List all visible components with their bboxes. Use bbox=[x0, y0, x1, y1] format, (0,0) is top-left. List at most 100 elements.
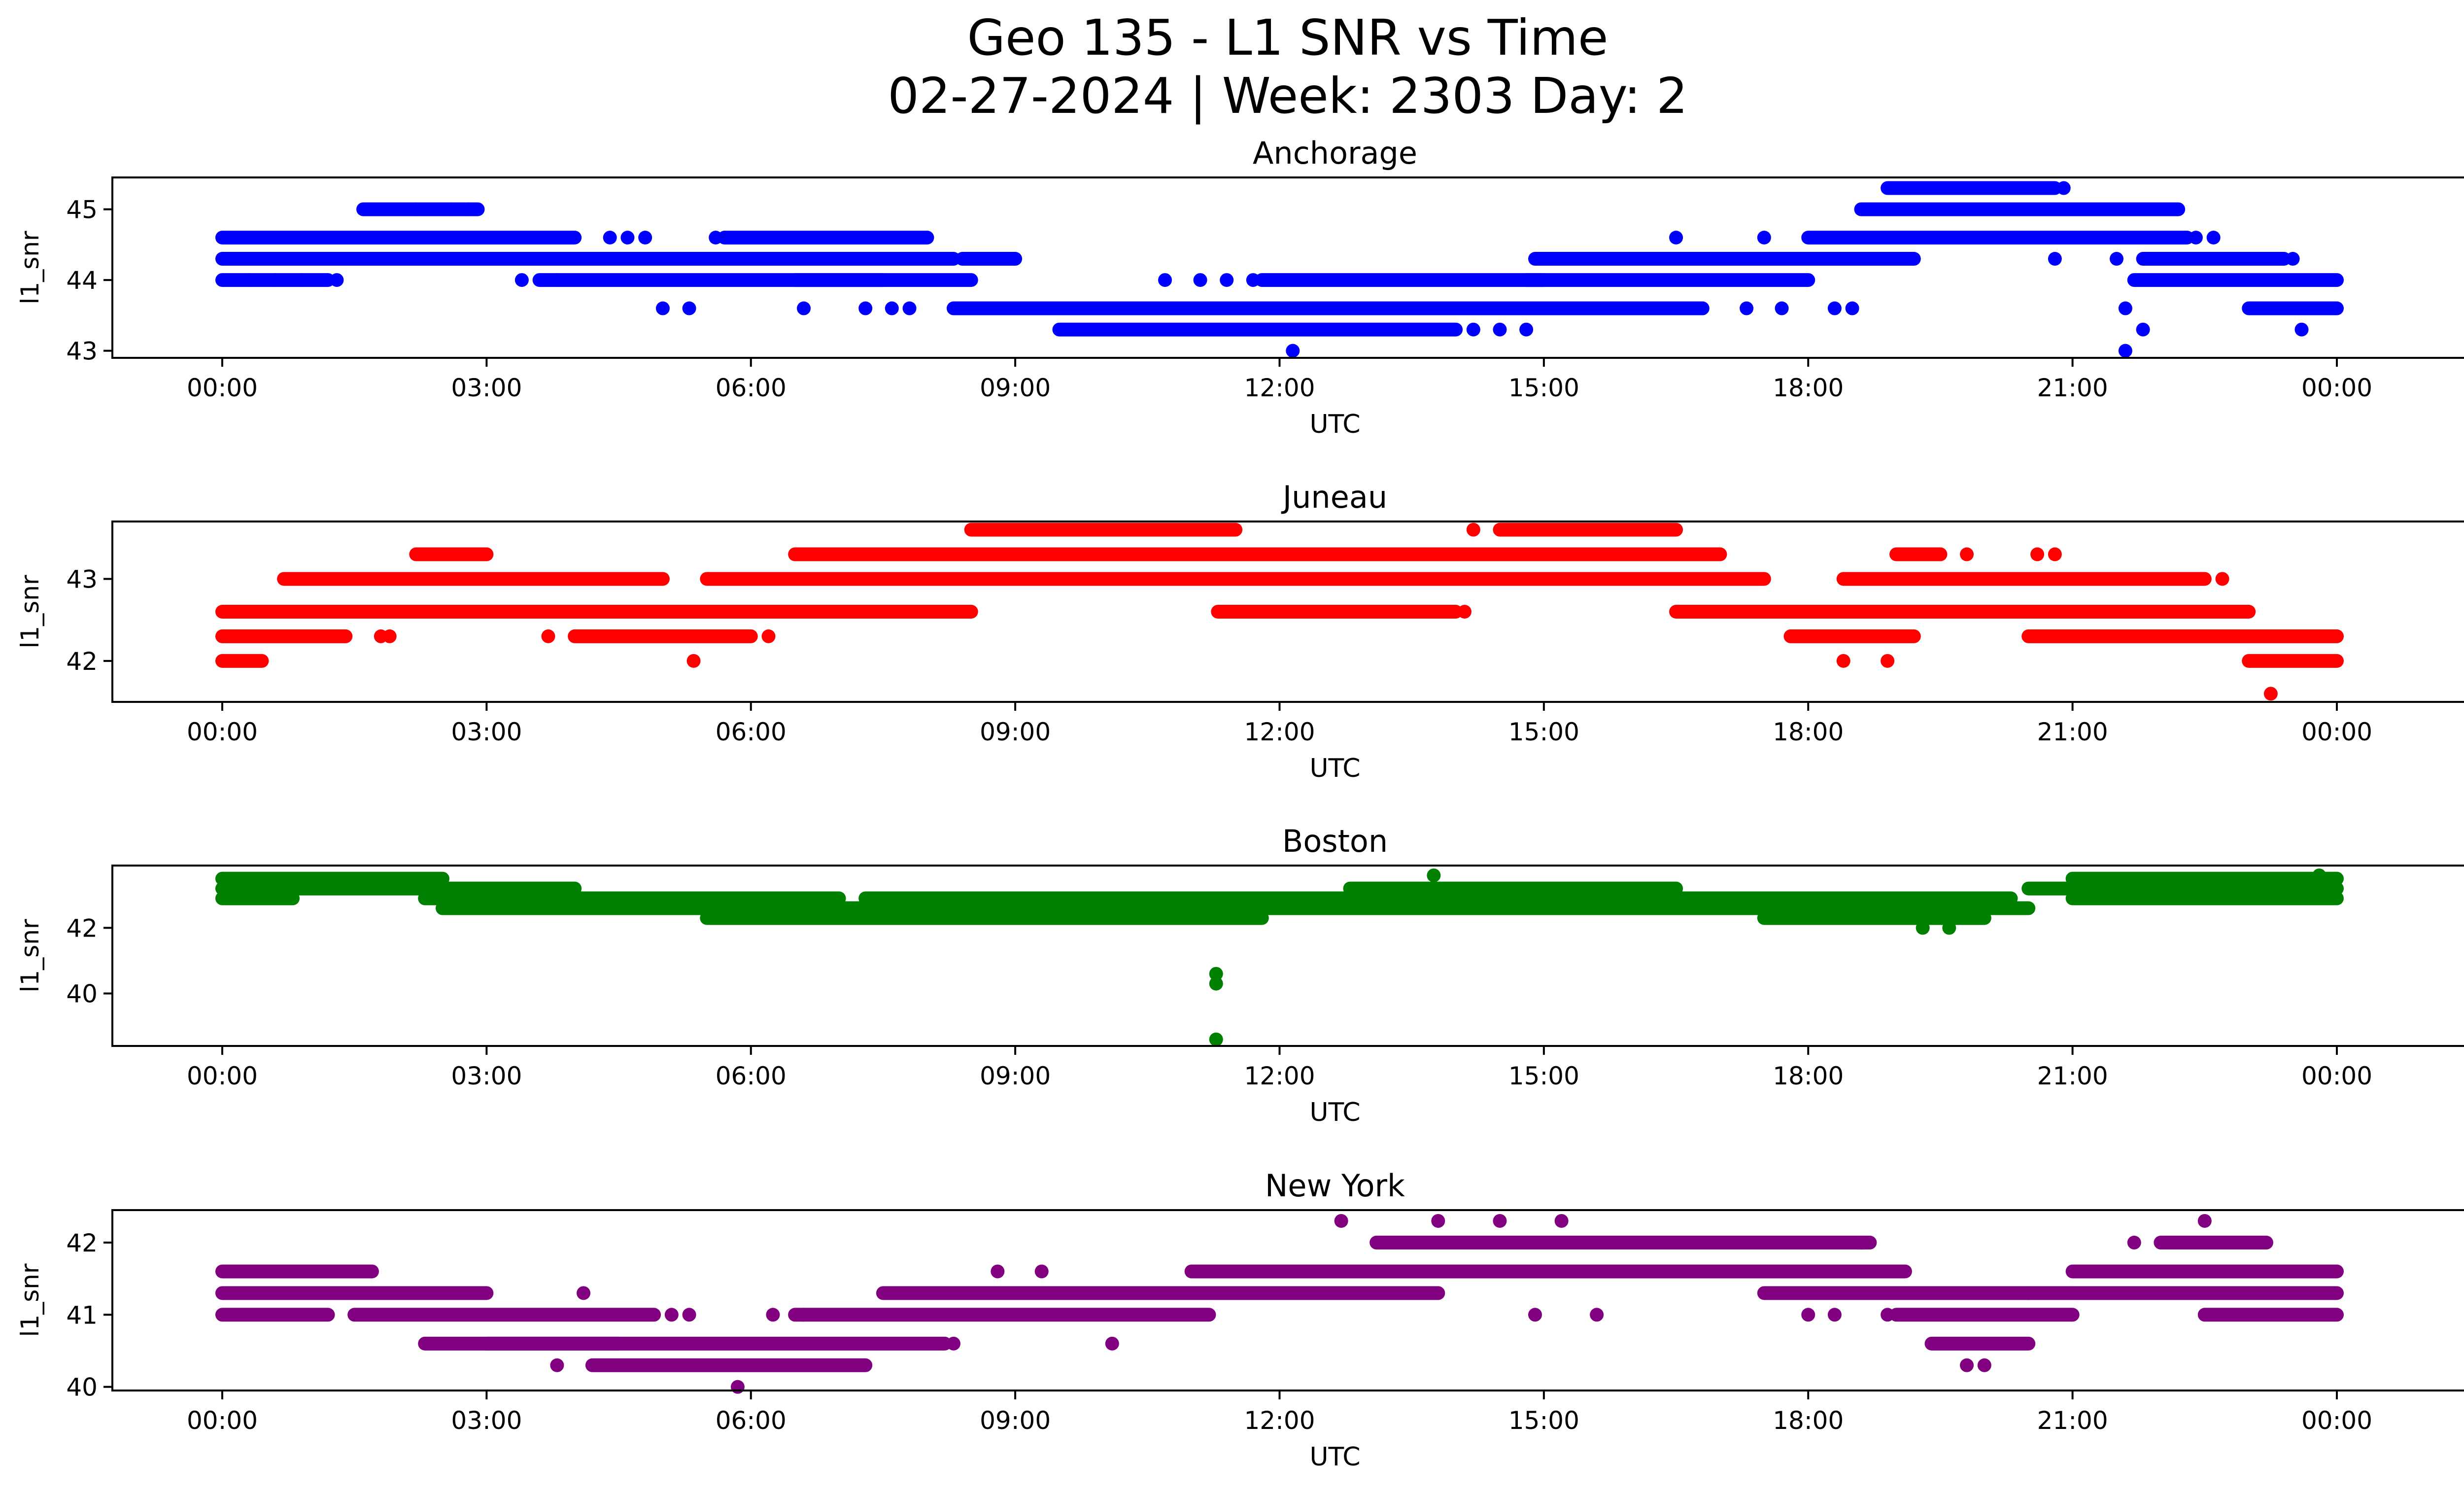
data-point bbox=[730, 1380, 745, 1394]
data-point-band bbox=[2242, 654, 2344, 668]
data-point-band bbox=[409, 547, 494, 561]
data-point-band bbox=[2065, 871, 2344, 886]
data-point bbox=[550, 1358, 564, 1372]
data-point bbox=[2110, 252, 2124, 266]
x-tick-label: 00:00 bbox=[2301, 374, 2372, 402]
x-axis-label: UTC bbox=[1309, 1442, 1360, 1472]
data-point bbox=[2215, 572, 2229, 586]
data-point-band bbox=[2065, 1264, 2344, 1279]
axes-frame bbox=[111, 865, 2464, 1047]
data-point-band bbox=[215, 1264, 379, 1279]
y-tick-label: 42 bbox=[66, 914, 98, 942]
x-tick-label: 21:00 bbox=[2037, 1062, 2108, 1090]
x-tick-label: 21:00 bbox=[2037, 1406, 2108, 1435]
data-point bbox=[1209, 967, 1223, 981]
data-point-band bbox=[2136, 252, 2291, 266]
data-point bbox=[2056, 181, 2071, 195]
y-axis-label: l1_snr bbox=[16, 1263, 44, 1337]
data-point-band bbox=[2242, 301, 2344, 315]
axes-frame bbox=[111, 176, 2464, 359]
data-point bbox=[2263, 687, 2278, 701]
x-tick-label: 18:00 bbox=[1773, 1062, 1844, 1090]
x-axis-label: UTC bbox=[1309, 410, 1360, 439]
data-point bbox=[1554, 1214, 1569, 1228]
y-tick-label: 45 bbox=[66, 196, 98, 224]
data-point-band bbox=[277, 572, 670, 586]
data-point-band bbox=[1255, 273, 1551, 287]
data-point bbox=[1466, 522, 1480, 537]
data-point-band bbox=[435, 252, 960, 266]
data-point-band bbox=[1493, 522, 1683, 537]
data-point bbox=[1209, 1032, 1223, 1046]
data-point bbox=[1528, 1308, 1542, 1322]
data-point bbox=[797, 1308, 811, 1322]
data-point bbox=[1757, 231, 1771, 244]
data-point bbox=[2048, 252, 2062, 266]
data-point-band bbox=[2127, 273, 2344, 287]
x-tick-label: 21:00 bbox=[2037, 374, 2108, 402]
data-point bbox=[1220, 273, 1234, 287]
data-point-band bbox=[876, 1286, 1445, 1300]
data-point bbox=[1775, 301, 1789, 315]
x-tick-label: 12:00 bbox=[1244, 374, 1315, 402]
data-point bbox=[2118, 344, 2132, 358]
data-point-band bbox=[1184, 1264, 1912, 1279]
data-point-band bbox=[1052, 322, 1463, 337]
data-point-band bbox=[1836, 572, 2212, 586]
data-point bbox=[2127, 1235, 2141, 1250]
data-point-band bbox=[1669, 252, 1921, 266]
subplot-boston: Boston 00:00 03:00 06:00 09:00 12:00 15:00 18:0… bbox=[16, 823, 2464, 1127]
data-point bbox=[294, 273, 308, 287]
y-tick-label: 42 bbox=[66, 647, 98, 676]
x-tick-label: 03:00 bbox=[451, 374, 522, 402]
x-tick-label: 06:00 bbox=[716, 718, 787, 746]
data-point-band bbox=[1757, 911, 1991, 925]
data-point bbox=[382, 629, 397, 643]
data-point-band bbox=[215, 629, 353, 643]
data-point bbox=[788, 605, 802, 619]
data-point-band bbox=[1889, 1308, 2080, 1322]
x-tick-label: 09:00 bbox=[980, 718, 1051, 746]
data-point bbox=[1034, 1264, 1049, 1279]
data-point-band bbox=[585, 1358, 873, 1372]
data-point-band bbox=[2021, 629, 2344, 643]
subplot-juneau: Juneau 00:00 03:00 06:00 09:00 12:00 15:00 18:0… bbox=[16, 479, 2464, 783]
data-point-band bbox=[215, 1286, 494, 1300]
data-point-band bbox=[2065, 891, 2344, 905]
data-point bbox=[761, 629, 776, 643]
data-point bbox=[514, 273, 529, 287]
data-point-band bbox=[479, 1336, 952, 1351]
data-point bbox=[1502, 522, 1516, 537]
figure-title-line1: Geo 135 - L1 SNR vs Time bbox=[967, 9, 1608, 67]
y-tick-label: 41 bbox=[66, 1301, 98, 1329]
data-point bbox=[603, 231, 617, 244]
data-point bbox=[409, 202, 423, 216]
data-point-band bbox=[1783, 629, 1921, 643]
data-point bbox=[577, 1286, 591, 1300]
x-tick-label: 06:00 bbox=[716, 1062, 787, 1090]
data-point-band bbox=[2197, 1308, 2344, 1322]
data-point bbox=[1977, 1358, 1991, 1372]
data-point bbox=[1105, 1336, 1119, 1351]
x-tick-label: 03:00 bbox=[451, 1062, 522, 1090]
figure-title: Geo 135 - L1 SNR vs Time 02-27-2024 | We… bbox=[0, 9, 2464, 125]
data-point bbox=[1669, 231, 1683, 244]
x-tick-label: 21:00 bbox=[2037, 718, 2108, 746]
x-tick-label: 09:00 bbox=[980, 1062, 1051, 1090]
data-point-band bbox=[1343, 881, 1683, 896]
data-point-band bbox=[215, 654, 269, 668]
data-point-band bbox=[347, 1308, 661, 1322]
data-point bbox=[2118, 301, 2132, 315]
data-point-band bbox=[1881, 181, 2062, 195]
data-point bbox=[2197, 1214, 2212, 1228]
data-point bbox=[1854, 1235, 1868, 1250]
x-tick-label: 00:00 bbox=[2301, 1062, 2372, 1090]
axes-frame bbox=[111, 521, 2464, 703]
data-point bbox=[858, 301, 873, 315]
data-point-band bbox=[700, 572, 1771, 586]
data-point bbox=[462, 202, 476, 216]
data-markers bbox=[215, 522, 2344, 701]
data-point bbox=[1881, 1308, 1895, 1322]
data-point bbox=[2312, 868, 2327, 882]
